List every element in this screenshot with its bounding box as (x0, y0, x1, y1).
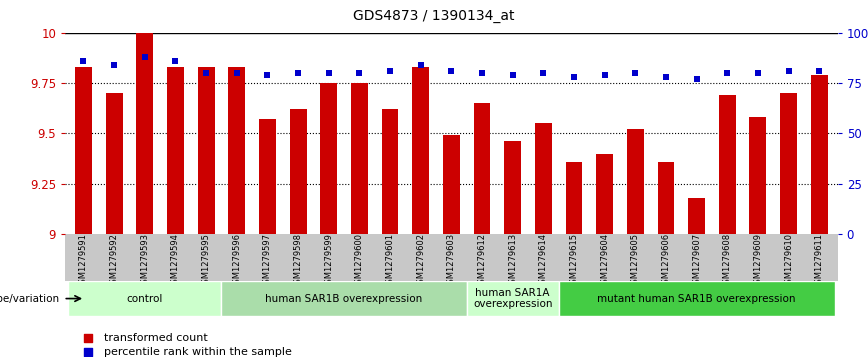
Point (690, 76, 704, 82)
Bar (504, 142, 521, 234)
Bar (382, 109, 398, 234)
Point (567, 74, 581, 80)
Bar (259, 119, 276, 234)
Text: human SAR1A
overexpression: human SAR1A overexpression (473, 288, 552, 309)
Bar (719, 95, 736, 234)
Point (383, 68, 397, 74)
Bar (658, 162, 674, 234)
Point (598, 72, 612, 78)
Text: genotype/variation: genotype/variation (0, 294, 59, 303)
Text: percentile rank within the sample: percentile rank within the sample (104, 347, 292, 357)
Bar (566, 162, 582, 234)
Bar (167, 67, 184, 234)
Point (781, 68, 795, 74)
Bar (351, 83, 368, 234)
Point (76, 58, 90, 64)
Bar (69, 281, 221, 316)
Bar (535, 123, 552, 234)
Point (536, 70, 550, 76)
Text: mutant human SAR1B overexpression: mutant human SAR1B overexpression (597, 294, 796, 303)
Point (199, 70, 213, 76)
Point (322, 70, 336, 76)
Bar (749, 117, 766, 234)
Point (260, 72, 274, 78)
Bar (688, 198, 705, 234)
Bar (75, 67, 92, 234)
Point (812, 68, 826, 74)
Bar (596, 154, 613, 234)
Bar (198, 67, 214, 234)
Text: human SAR1B overexpression: human SAR1B overexpression (266, 294, 423, 303)
Point (628, 70, 642, 76)
Point (751, 70, 765, 76)
Text: GDS4873 / 1390134_at: GDS4873 / 1390134_at (353, 9, 515, 23)
Bar (780, 93, 797, 234)
Point (108, 62, 122, 68)
Bar (320, 83, 337, 234)
Point (168, 58, 182, 64)
Bar (412, 67, 429, 234)
Bar (228, 67, 245, 234)
Point (230, 70, 244, 76)
Point (352, 70, 366, 76)
Text: control: control (127, 294, 163, 303)
Bar (221, 281, 467, 316)
Bar (106, 93, 122, 234)
Point (720, 70, 734, 76)
Bar (811, 75, 828, 234)
Point (138, 54, 152, 60)
Point (444, 68, 458, 74)
Bar (467, 281, 559, 316)
Bar (627, 129, 644, 234)
Point (475, 70, 489, 76)
Bar (443, 135, 460, 234)
Bar (559, 281, 834, 316)
Point (291, 70, 305, 76)
Bar (290, 109, 306, 234)
Point (655, 302, 669, 307)
Text: transformed count: transformed count (104, 333, 207, 343)
Point (506, 72, 520, 78)
Point (655, 170, 669, 175)
Point (659, 74, 673, 80)
Point (414, 62, 428, 68)
Bar (136, 33, 154, 234)
Bar (474, 103, 490, 234)
